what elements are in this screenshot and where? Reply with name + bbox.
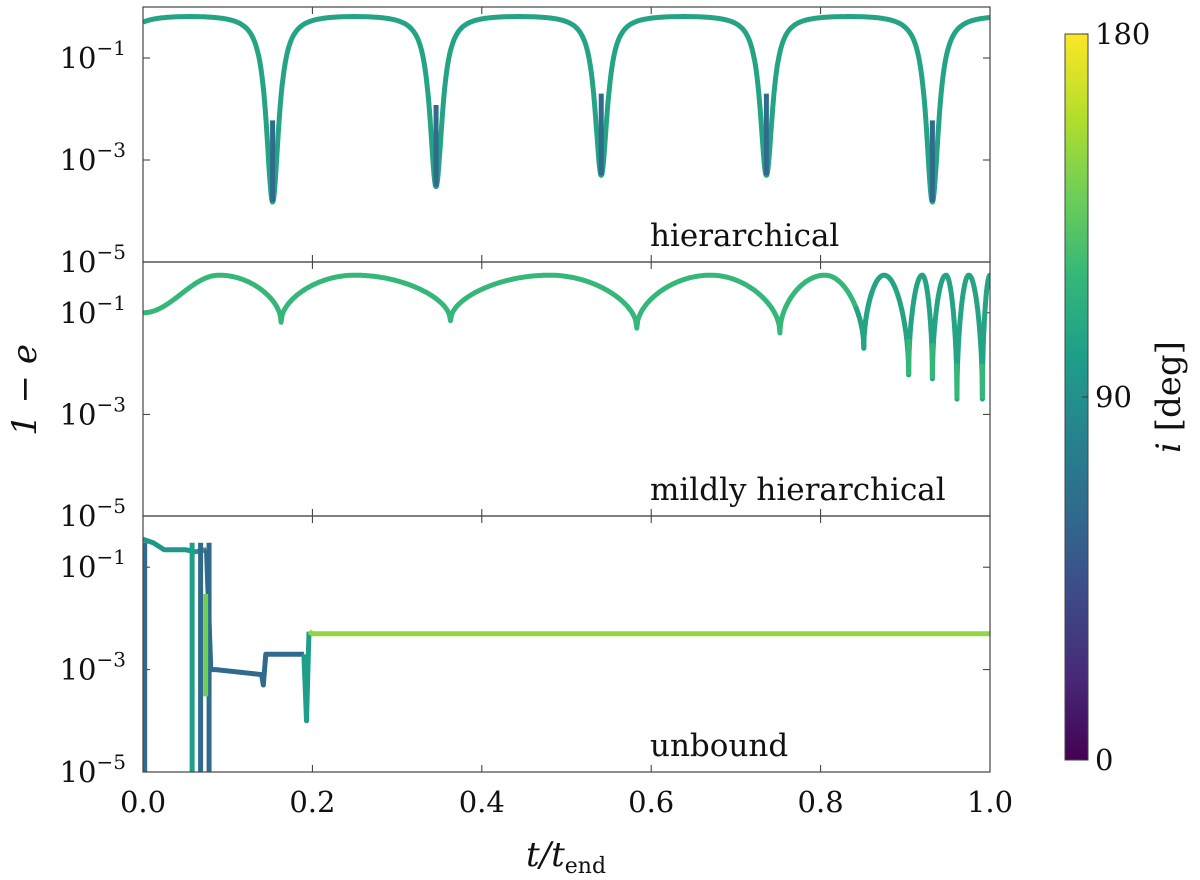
series-line-plateau bbox=[307, 629, 990, 637]
colorbar-tick-label: 0 bbox=[1095, 743, 1113, 777]
y-tick-label: 10−5 bbox=[60, 240, 126, 279]
y-axis-title-text: 1 − e bbox=[5, 344, 45, 436]
panel-label: unbound bbox=[650, 728, 788, 764]
panel-frame bbox=[142, 515, 991, 773]
colorbar-tick-label: 90 bbox=[1095, 380, 1132, 414]
series-group bbox=[143, 14, 990, 205]
colorbar: 0 90 180 i [deg] bbox=[1064, 17, 1189, 777]
x-tick-label: 1.0 bbox=[967, 785, 1013, 819]
panel-2: 10−1 10−3 10−5 mildly hierarchical bbox=[60, 261, 991, 533]
x-tick-label: 0.6 bbox=[628, 785, 674, 819]
x-tick-label: 0.4 bbox=[459, 785, 505, 819]
colorbar-tick-label: 180 bbox=[1095, 17, 1150, 51]
y-tick-label: 10−1 bbox=[60, 36, 126, 75]
y-tick-label: 10−5 bbox=[60, 494, 126, 533]
y-tick-label: 10−3 bbox=[60, 648, 126, 687]
panel-3: 10−1 10−3 10−5 unbound bbox=[60, 515, 991, 789]
y-tick-label: 10−3 bbox=[60, 392, 126, 431]
series-line-early bbox=[143, 536, 207, 555]
series-group bbox=[143, 272, 990, 402]
x-axis: 0.0 0.2 0.4 0.6 0.8 1.0 t/tend bbox=[120, 785, 1013, 879]
series-line-early bbox=[143, 272, 875, 351]
panel-frame bbox=[142, 6, 991, 263]
y-axis-title: 1 − e bbox=[5, 344, 45, 436]
colorbar-title: i [deg] bbox=[1149, 341, 1189, 453]
series-line bbox=[143, 14, 990, 205]
panel-label: hierarchical bbox=[650, 218, 839, 254]
x-tick-label: 0.2 bbox=[289, 785, 335, 819]
panel-1: 10−1 10−3 10−5 hierarchical bbox=[60, 6, 991, 279]
series-line-drop bbox=[301, 631, 312, 724]
x-axis-title: t/tend bbox=[526, 835, 606, 879]
panels-layer: 10−1 10−3 10−5 hierarchical 10−1 10−3 10−5 mild… bbox=[60, 6, 991, 789]
y-tick-label: 10−5 bbox=[60, 750, 126, 789]
series-line-late bbox=[853, 272, 990, 402]
y-tick-label: 10−1 bbox=[60, 291, 126, 330]
series-line-middle bbox=[204, 549, 304, 688]
y-tick-label: 10−3 bbox=[60, 138, 126, 177]
x-tick-label: 0.0 bbox=[120, 785, 166, 819]
series-group bbox=[143, 536, 990, 772]
y-tick-label: 10−1 bbox=[60, 545, 126, 584]
x-tick-label: 0.8 bbox=[798, 785, 844, 819]
panel-label: mildly hierarchical bbox=[650, 472, 946, 508]
